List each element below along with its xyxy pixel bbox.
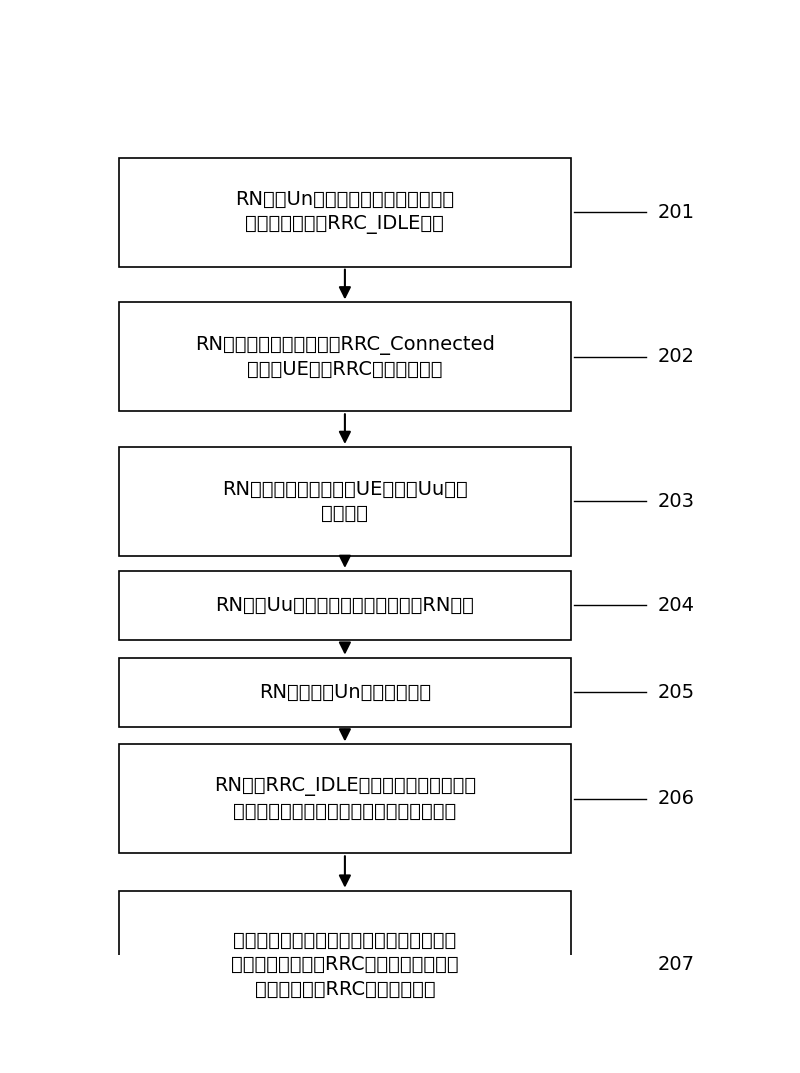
Text: 207: 207 [658,955,695,974]
Bar [118,891,571,1040]
Bar [118,571,571,641]
Text: RN进入RRC_IDLE状态，搜索其预配置的
小区，判断信号强度满足是否满足接入条件: RN进入RRC_IDLE状态，搜索其预配置的 小区，判断信号强度满足是否满足接入… [214,777,476,821]
Text: 如果满足接入条件，则在该预配置小区发起
随机接入重新建立RRC连接；如果不满足
接入条件，则RRC连接重建失败: 如果满足接入条件，则在该预配置小区发起 随机接入重新建立RRC连接；如果不满足 … [231,931,458,999]
Text: 203: 203 [658,491,695,511]
Text: 205: 205 [658,682,695,702]
Bar [118,658,571,726]
Text: 204: 204 [658,596,695,615]
Bar [118,303,571,411]
Bar [118,158,571,267]
Text: 206: 206 [658,790,695,808]
Text: RN向其所服务的所有处于RRC_Connected
状态的UE发送RRC连接释放消息: RN向其所服务的所有处于RRC_Connected 状态的UE发送RRC连接释放… [195,335,495,379]
Text: 202: 202 [658,348,695,366]
Text: RN释放所有与其服务的UE相关的Uu接口
无线资源: RN释放所有与其服务的UE相关的Uu接口 无线资源 [222,480,468,523]
Text: RN判断Un接口发生了无线链路失败，
并选择直接退回RRC_IDLE状态: RN判断Un接口发生了无线链路失败， 并选择直接退回RRC_IDLE状态 [235,190,454,234]
Bar [118,745,571,853]
Bar [118,446,571,556]
Text: 201: 201 [658,203,695,222]
Text: RN释放所有Un接口无线资源: RN释放所有Un接口无线资源 [259,682,431,702]
Text: RN停止Uu接口无线信号发送，关闭RN小区: RN停止Uu接口无线信号发送，关闭RN小区 [215,596,474,615]
